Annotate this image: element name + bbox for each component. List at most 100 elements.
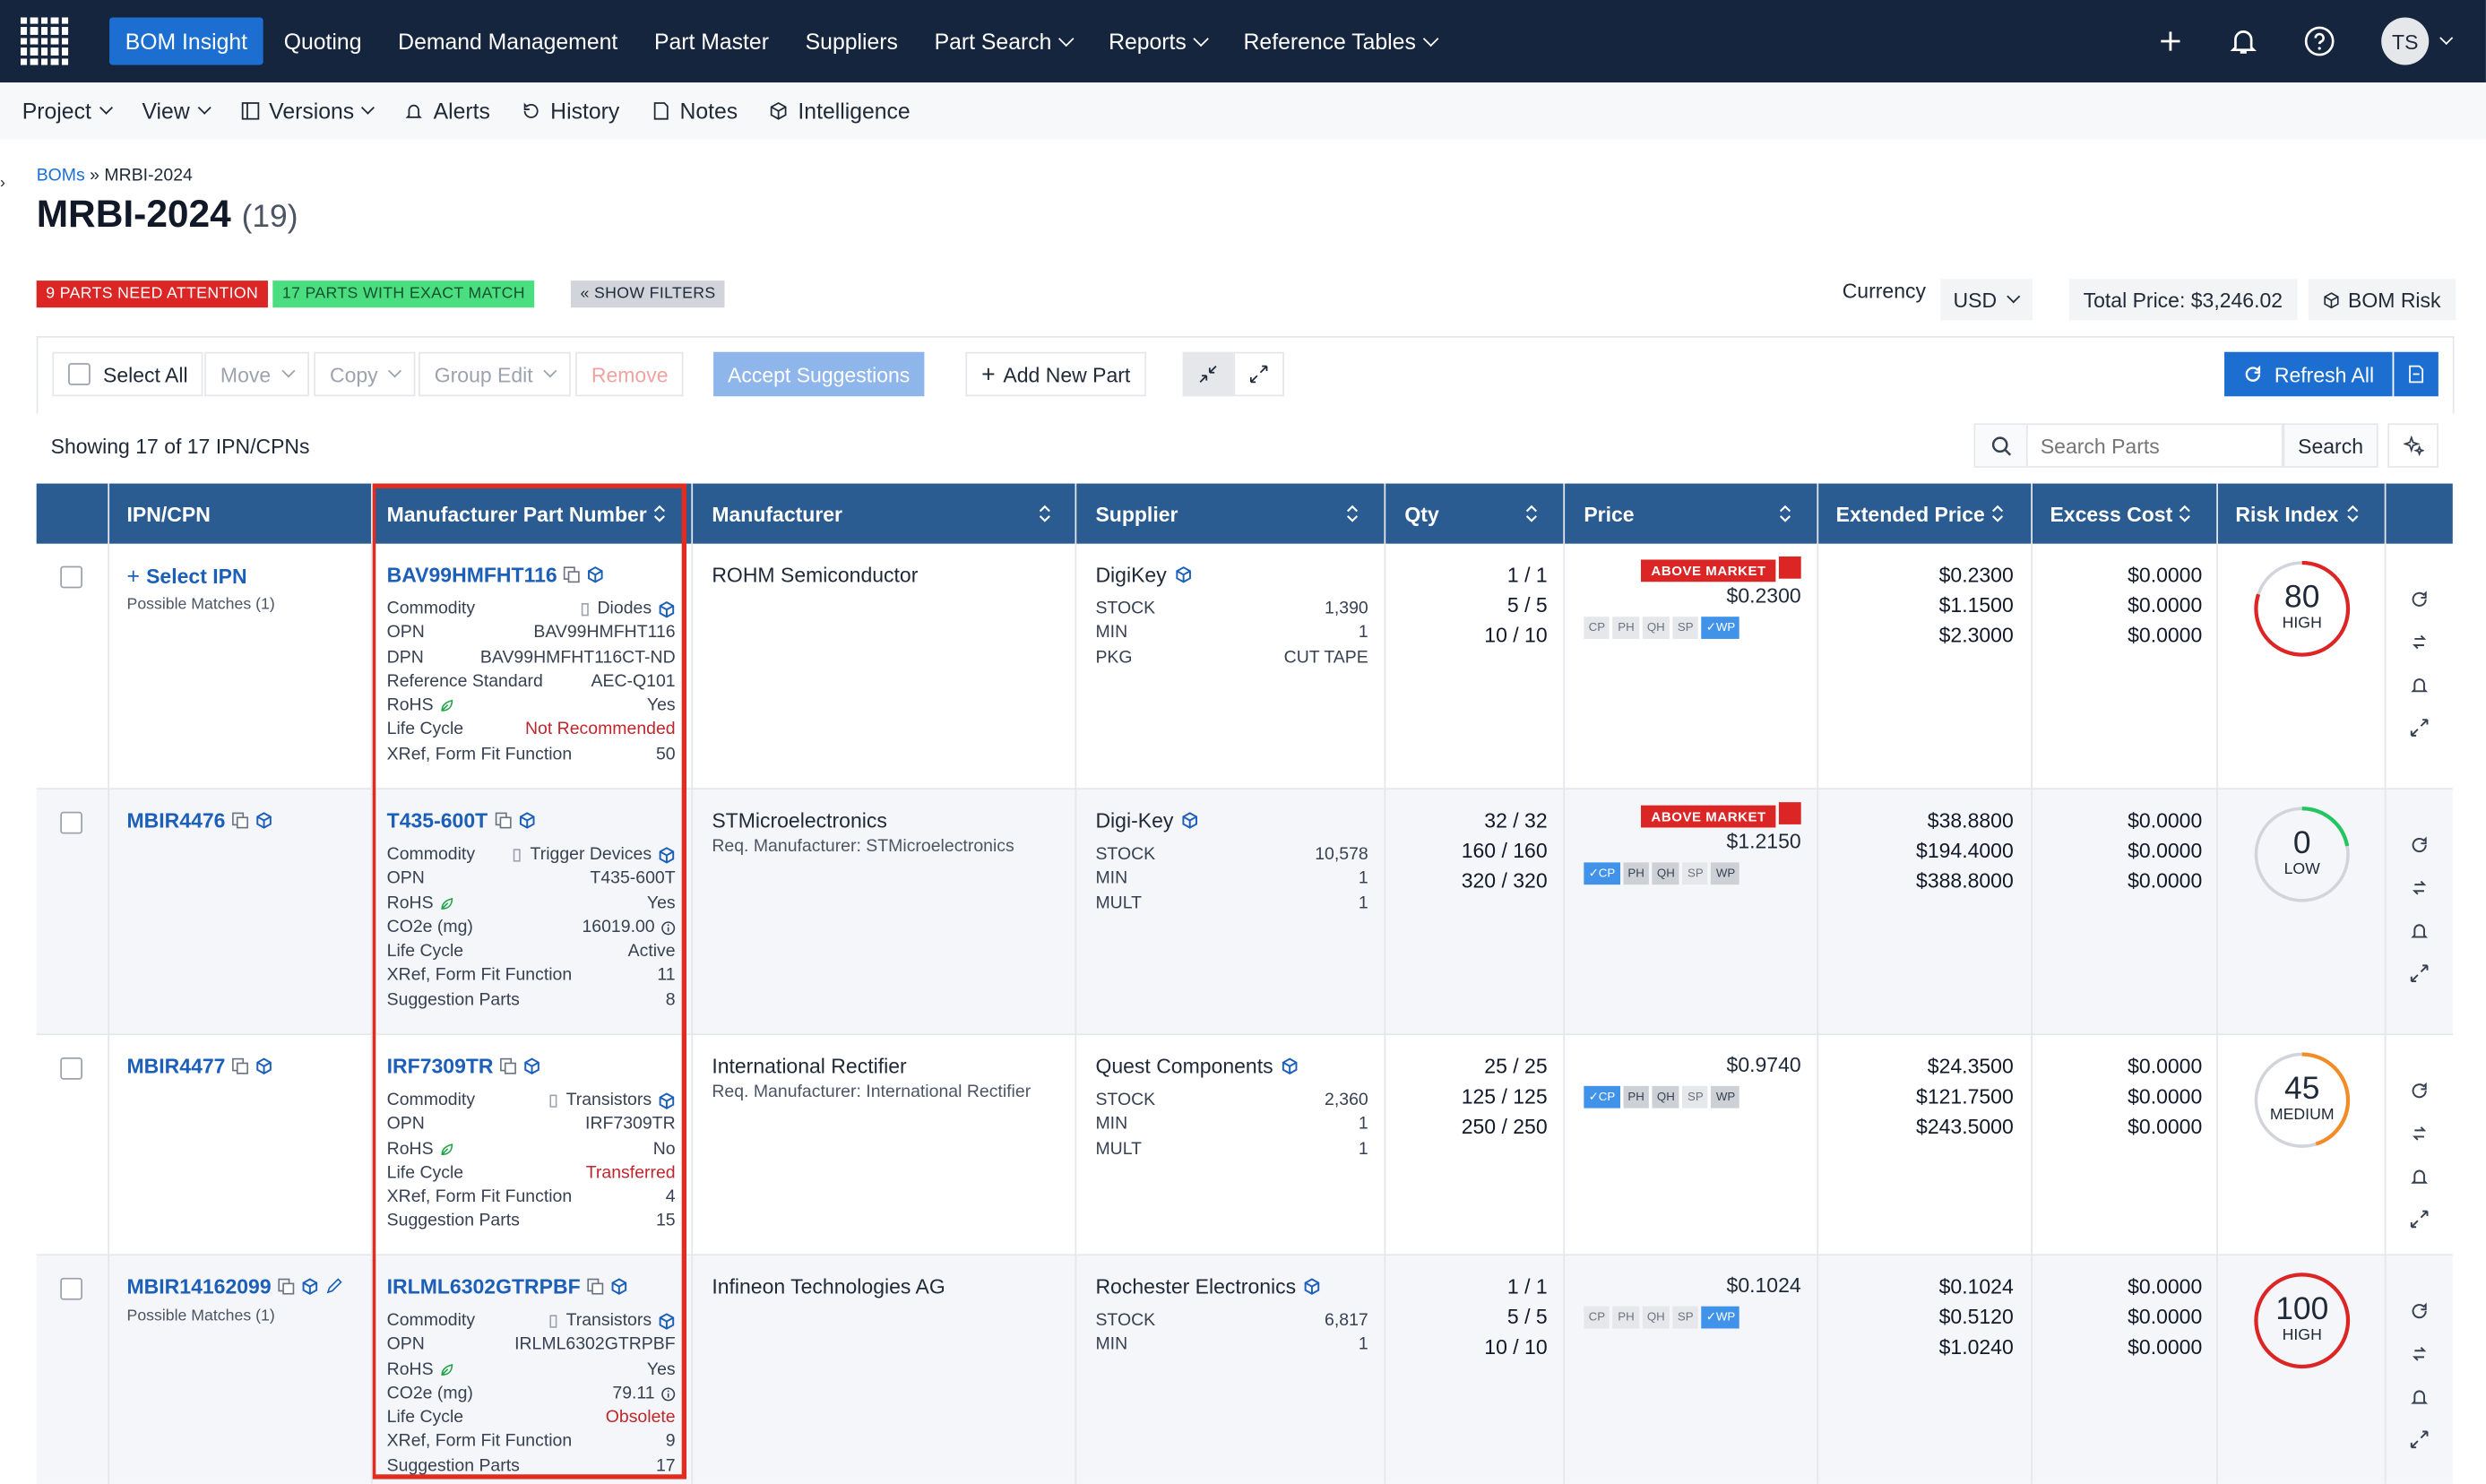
menu-notes[interactable]: Notes	[652, 99, 738, 124]
refresh-all-button[interactable]: Refresh All	[2224, 351, 2393, 397]
menu-project[interactable]: Project	[22, 99, 113, 124]
price-pill[interactable]: PH	[1623, 861, 1650, 884]
price-pill[interactable]: CP	[1584, 616, 1610, 639]
nav-part-search[interactable]: Part Search	[919, 17, 1088, 65]
copy-icon[interactable]	[494, 812, 511, 829]
ai-sparkle-button[interactable]	[2387, 423, 2439, 468]
price-pill[interactable]: ✓CP	[1584, 861, 1620, 884]
price-pill[interactable]: SP	[1682, 1084, 1709, 1108]
cube-icon[interactable]	[301, 1278, 318, 1295]
risk-index-gauge[interactable]: 45 MEDIUM	[2253, 1051, 2352, 1150]
row-action-bell[interactable]	[2399, 910, 2440, 951]
supplier-name[interactable]: Rochester Electronics	[1095, 1274, 1297, 1298]
row-action-refresh[interactable]	[2399, 1070, 2440, 1111]
cube-icon[interactable]	[658, 1092, 675, 1110]
col-ipn[interactable]: IPN/CPN	[126, 501, 211, 526]
row-action-swap[interactable]	[2399, 1333, 2440, 1375]
copy-button[interactable]: Copy	[314, 351, 417, 397]
price-pill[interactable]: PH	[1612, 1305, 1639, 1328]
price-pill[interactable]: WP	[1711, 861, 1740, 884]
price-pill[interactable]: QH	[1652, 1084, 1680, 1108]
mpn-link[interactable]: IRF7309TR	[386, 1054, 494, 1078]
expand-button[interactable]	[1233, 351, 1284, 397]
row-action-expand[interactable]	[2399, 1419, 2440, 1460]
price-pill[interactable]: WP	[1711, 1084, 1740, 1108]
alert-icon[interactable]	[1778, 556, 1801, 579]
checkbox[interactable]	[68, 363, 91, 385]
supplier-name[interactable]: DigiKey	[1095, 563, 1167, 587]
row-action-bell[interactable]	[2399, 664, 2440, 705]
col-risk-index[interactable]: Risk Index	[2235, 484, 2371, 544]
help-icon[interactable]	[2304, 25, 2335, 56]
nav-part-master[interactable]: Part Master	[638, 17, 784, 65]
price-pill[interactable]: PH	[1623, 1084, 1650, 1108]
row-action-expand[interactable]	[2399, 1198, 2440, 1239]
risk-index-gauge[interactable]: 100 HIGH	[2253, 1272, 2352, 1370]
col-price[interactable]: Price	[1584, 484, 1804, 544]
search-button[interactable]: Search	[2283, 423, 2378, 468]
ipn-link[interactable]: MBIR14162099	[126, 1274, 272, 1298]
row-action-bell[interactable]	[2399, 1156, 2440, 1197]
cube-icon[interactable]	[1304, 1278, 1321, 1295]
price-pill[interactable]: SP	[1682, 861, 1709, 884]
cube-icon[interactable]	[1175, 566, 1192, 583]
select-all[interactable]: Select All	[52, 351, 204, 397]
menu-intelligence[interactable]: Intelligence	[770, 99, 911, 124]
mpn-link[interactable]: IRLML6302GTRPBF	[386, 1274, 581, 1298]
possible-matches[interactable]: Possible Matches (1)	[126, 596, 275, 614]
exact-match-badge[interactable]: 17 PARTS WITH EXACT MATCH	[272, 280, 535, 308]
bom-risk-button[interactable]: BOM Risk	[2308, 279, 2456, 321]
cube-icon[interactable]	[1181, 812, 1198, 829]
edit-icon[interactable]	[325, 1278, 342, 1295]
cube-icon[interactable]	[658, 601, 675, 618]
row-action-swap[interactable]	[2399, 1113, 2440, 1154]
menu-versions[interactable]: Versions	[240, 99, 375, 124]
above-market-badge[interactable]: ABOVE MARKET	[1641, 805, 1776, 828]
search-input[interactable]	[2027, 432, 2282, 460]
price-pill[interactable]: QH	[1642, 1305, 1670, 1328]
table-row[interactable]: + Select IPN Possible Matches (1) BAV99HMFH…	[36, 543, 2453, 790]
export-button[interactable]	[2394, 351, 2439, 397]
row-checkbox[interactable]	[60, 565, 82, 589]
menu-history[interactable]: History	[522, 99, 619, 124]
price-pill[interactable]: QH	[1652, 861, 1680, 884]
price-pill[interactable]: SP	[1672, 616, 1698, 639]
nav-suppliers[interactable]: Suppliers	[790, 17, 914, 65]
col-excess-cost[interactable]: Excess Cost	[2050, 484, 2204, 544]
row-action-refresh[interactable]	[2399, 579, 2440, 620]
table-row[interactable]: MBIR14162099 Possible Matches (1) IRLML630…	[36, 1255, 2453, 1484]
nav-quoting[interactable]: Quoting	[268, 17, 377, 65]
cube-icon[interactable]	[658, 1313, 675, 1331]
row-checkbox[interactable]	[60, 811, 82, 834]
plus-icon[interactable]	[2158, 29, 2183, 54]
cube-icon[interactable]	[658, 847, 675, 864]
table-row[interactable]: MBIR4477 IRF7309TR Commodity Transistors OPN…	[36, 1035, 2453, 1256]
table-row[interactable]: MBIR4476 T435-600T Commodity Trigger Device…	[36, 789, 2453, 1036]
mpn-link[interactable]: T435-600T	[386, 808, 488, 833]
cube-icon[interactable]	[523, 1057, 540, 1074]
currency-select[interactable]: USD	[1940, 279, 2033, 321]
nav-reference-tables[interactable]: Reference Tables	[1228, 17, 1453, 65]
price-pill[interactable]: PH	[1612, 616, 1639, 639]
row-action-expand[interactable]	[2399, 953, 2440, 994]
menu-view[interactable]: View	[142, 99, 211, 124]
add-new-part-button[interactable]: + Add New Part	[965, 351, 1147, 397]
group-edit-button[interactable]: Group Edit	[419, 351, 572, 397]
copy-icon[interactable]	[564, 566, 581, 583]
show-filters-button[interactable]: « SHOW FILTERS	[570, 280, 726, 308]
copy-icon[interactable]	[232, 812, 249, 829]
nav-bom-insight[interactable]: BOM Insight	[109, 17, 263, 65]
cube-icon[interactable]	[610, 1278, 627, 1295]
above-market-badge[interactable]: ABOVE MARKET	[1641, 559, 1776, 582]
info-icon[interactable]	[661, 1387, 676, 1402]
price-pill[interactable]: ✓WP	[1701, 1305, 1740, 1328]
app-grid-icon[interactable]	[20, 17, 69, 65]
row-action-expand[interactable]	[2399, 707, 2440, 748]
possible-matches[interactable]: Possible Matches (1)	[126, 1307, 275, 1325]
price-pill[interactable]: ✓CP	[1584, 1084, 1620, 1108]
copy-icon[interactable]	[500, 1057, 517, 1074]
price-pill[interactable]: ✓WP	[1701, 616, 1740, 639]
price-pill[interactable]: SP	[1672, 1305, 1698, 1328]
bell-icon[interactable]	[2229, 27, 2257, 56]
col-supplier[interactable]: Supplier	[1095, 484, 1371, 544]
